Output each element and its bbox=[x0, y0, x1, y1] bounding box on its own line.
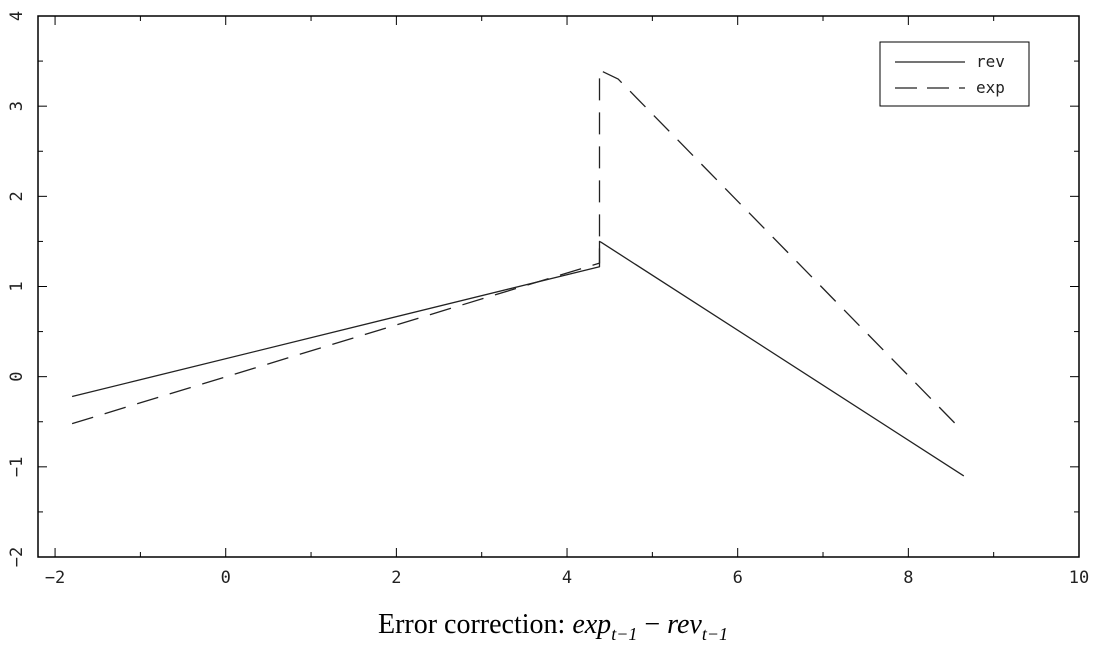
x-tick-label: 6 bbox=[733, 568, 743, 588]
x-tick-label: 10 bbox=[1069, 568, 1089, 588]
legend-box bbox=[879, 41, 1030, 107]
y-tick-label: 2 bbox=[7, 191, 27, 201]
x-tick-label: −2 bbox=[45, 568, 65, 588]
y-tick-label: 0 bbox=[7, 372, 27, 382]
tick-marks bbox=[38, 15, 1080, 558]
y-tick-label: 3 bbox=[7, 101, 27, 111]
x-tick-label: 8 bbox=[903, 568, 913, 588]
x-axis-title-sub2: t−1 bbox=[702, 624, 728, 644]
x-tick-label: 4 bbox=[562, 568, 572, 588]
x-tick-label: 0 bbox=[221, 568, 231, 588]
x-axis-title-term1: exp bbox=[572, 609, 611, 640]
y-tick-label: 1 bbox=[7, 281, 27, 291]
x-axis-title-operator: − bbox=[637, 609, 667, 640]
x-axis-title-prefix: Error correction: bbox=[378, 609, 572, 640]
y-tick-label: −2 bbox=[7, 547, 27, 567]
x-tick-labels: −2 0 2 4 6 8 10 bbox=[45, 568, 1089, 588]
x-axis-title-sub1: t−1 bbox=[611, 624, 637, 644]
legend: rev exp bbox=[879, 41, 1030, 107]
legend-label-rev: rev bbox=[976, 52, 1005, 71]
x-tick-label: 2 bbox=[391, 568, 401, 588]
x-axis-title-term2: rev bbox=[667, 609, 702, 640]
y-tick-labels: −2 −1 0 1 2 3 4 bbox=[7, 11, 27, 567]
series-line-exp bbox=[71, 69, 956, 425]
legend-label-exp: exp bbox=[976, 78, 1005, 97]
y-tick-label: 4 bbox=[7, 11, 27, 21]
y-tick-label: −1 bbox=[7, 457, 27, 477]
series-line-rev bbox=[71, 240, 965, 477]
series-layer bbox=[71, 69, 965, 477]
x-axis-title: Error correction: expt−1 − revt−1 bbox=[378, 609, 728, 644]
